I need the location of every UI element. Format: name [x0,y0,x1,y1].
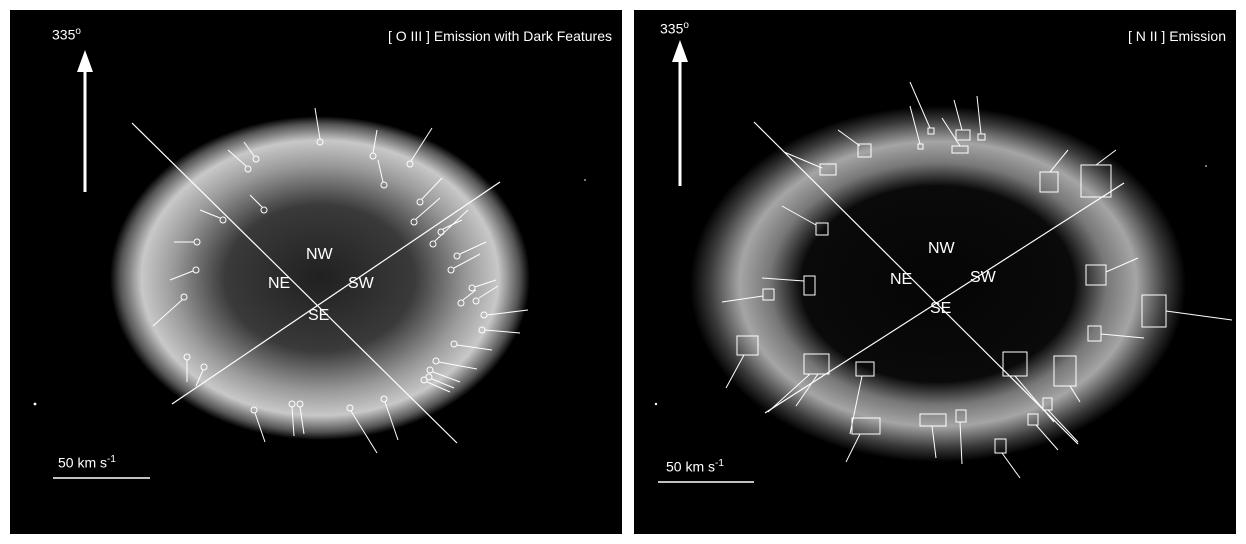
scale-bar-label: 50 km s-1 [58,454,116,471]
oiii-nebula-image [33,50,586,479]
quadrant-line-ne-sw [753,121,1079,445]
dark-feature-markers [152,107,529,454]
quadrant-label-se: SE [930,300,952,317]
quadrant-line-nw-se [171,181,501,405]
quadrant-label-sw: SW [970,269,996,286]
north-arrow-head [77,50,93,72]
nii-panel-title: [ N II ] Emission [1127,28,1226,44]
oiii-nebula-ring [110,116,530,440]
emission-feature-boxes [721,81,1233,479]
position-angle-label: 335o [52,26,81,43]
north-arrow-head [672,40,688,62]
quadrant-label-nw: NW [928,240,955,257]
quadrant-label-ne: NE [268,275,291,292]
quadrant-label-ne: NE [890,271,913,288]
nii-nebula-ring [690,106,1186,462]
quadrant-line-ne-sw [131,122,458,444]
quadrant-label-se: SE [308,307,330,324]
oiii-panel: 335o [ O III ] Emission with Dark Featur… [10,10,622,534]
quadrant-label-sw: SW [348,275,374,292]
nii-panel: 335o [ N II ] Emission NW NE SW SE 50 km… [634,10,1236,534]
oiii-panel-title: [ O III ] Emission with Dark Features [387,28,612,44]
nii-nebula-image [654,40,1233,483]
quadrant-label-nw: NW [306,246,333,263]
position-angle-label: 335o [660,20,689,37]
quadrant-line-nw-se [764,182,1125,414]
scale-bar-label: 50 km s-1 [666,458,724,475]
